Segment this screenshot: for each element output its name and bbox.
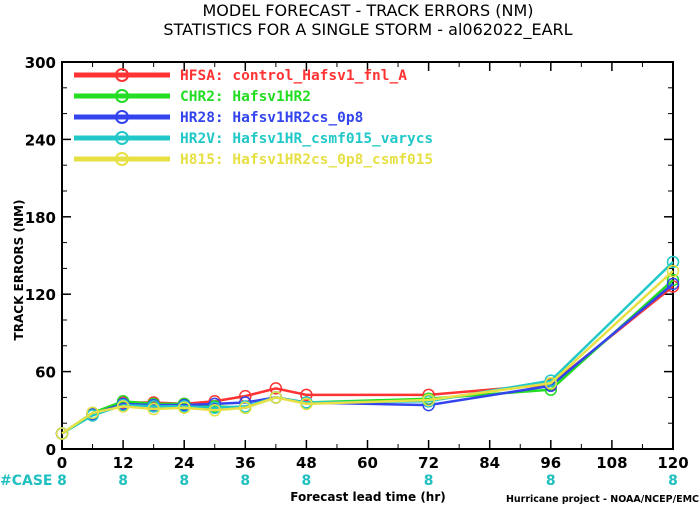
credit-text: Hurricane project - NOAA/NCEP/EMC: [506, 494, 699, 505]
x-tick-label: 72: [418, 454, 439, 472]
y-tick-label: 0: [46, 441, 56, 459]
case-count: 8: [546, 473, 556, 489]
data-point: [422, 393, 435, 407]
x-tick-label: 24: [174, 454, 195, 472]
series-layer: [55, 255, 680, 440]
legend: HFSA: control_Hafsv1_fnl_A CHR2: Hafsv1HR…: [74, 68, 433, 168]
y-axis-label: TRACK ERRORS (NM): [12, 200, 26, 341]
data-point: [55, 427, 69, 440]
legend-swatch-marker: [115, 89, 129, 103]
data-point: [300, 397, 313, 411]
series-4: [55, 264, 680, 440]
case-label: #CASE: [0, 473, 53, 489]
x-axis: 0 12 24 36 48 60 72 84 96 108 120: [57, 62, 689, 472]
x-tick-label: 0: [57, 454, 67, 472]
legend-item: CHR2: Hafsv1HR2: [74, 89, 311, 105]
data-point: [147, 402, 160, 416]
legend-label: H815: Hafsv1HR2cs_0p8_csmf015: [180, 152, 433, 168]
x-tick-label: 120: [657, 454, 688, 472]
case-count: 8: [118, 473, 128, 489]
data-point: [208, 404, 221, 417]
y-tick-label: 120: [25, 286, 56, 304]
legend-label: CHR2: Hafsv1HR2: [180, 89, 311, 105]
case-count: 8: [240, 473, 250, 489]
legend-swatch-marker: [115, 131, 129, 145]
data-point: [300, 388, 313, 402]
x-tick-label: 60: [357, 454, 378, 472]
x-tick-label: 96: [540, 454, 561, 472]
case-count: 8: [302, 473, 312, 489]
x-tick-label: 36: [235, 454, 256, 472]
data-point: [116, 400, 130, 413]
legend-item: HFSA: control_Hafsv1_fnl_A: [74, 68, 407, 84]
case-count: 8: [57, 473, 67, 489]
chart-title: MODEL FORECAST - TRACK ERRORS (NM): [202, 1, 533, 20]
legend-label: HFSA: control_Hafsv1_fnl_A: [180, 68, 407, 84]
data-point: [666, 255, 680, 269]
legend-swatch-marker: [115, 152, 129, 166]
legend-swatch-marker: [115, 110, 129, 124]
x-tick-label: 48: [296, 454, 317, 472]
legend-label: HR2V: Hafsv1HR_csmf015_varycs: [180, 131, 433, 147]
legend-label: HR28: Hafsv1HR2cs_0p8: [180, 110, 363, 126]
case-count: 8: [668, 473, 678, 489]
x-tick-label: 12: [113, 454, 134, 472]
legend-swatch-marker: [115, 68, 129, 82]
data-point: [239, 401, 252, 414]
legend-item: H815: Hafsv1HR2cs_0p8_csmf015: [74, 152, 433, 168]
y-tick-label: 180: [25, 209, 56, 227]
y-tick-label: 240: [25, 131, 56, 149]
data-point: [666, 264, 680, 278]
y-tick-label: 60: [35, 364, 56, 382]
case-count-row: 8 8 8 8 8 8 8 8: [57, 473, 678, 489]
x-tick-label: 108: [596, 454, 627, 472]
plot-area: [61, 61, 674, 450]
x-tick-label: 84: [479, 454, 500, 472]
data-point: [177, 401, 191, 414]
data-point: [544, 376, 558, 390]
y-axis: 0 60 120 180 240 300: [25, 54, 673, 459]
legend-item: HR28: Hafsv1HR2cs_0p8: [74, 110, 363, 126]
case-count: 8: [179, 473, 189, 489]
plot-frame: [61, 61, 674, 450]
data-point: [269, 391, 283, 404]
data-point: [269, 382, 283, 395]
case-count: 8: [424, 473, 434, 489]
data-point: [86, 406, 99, 420]
y-tick-label: 300: [25, 54, 56, 72]
legend-item: HR2V: Hafsv1HR_csmf015_varycs: [74, 131, 433, 147]
data-point: [666, 277, 680, 291]
data-point: [666, 273, 680, 287]
x-axis-label: Forecast lead time (hr): [290, 490, 446, 504]
chart-subtitle: STATISTICS FOR A SINGLE STORM - al062022…: [163, 20, 572, 40]
